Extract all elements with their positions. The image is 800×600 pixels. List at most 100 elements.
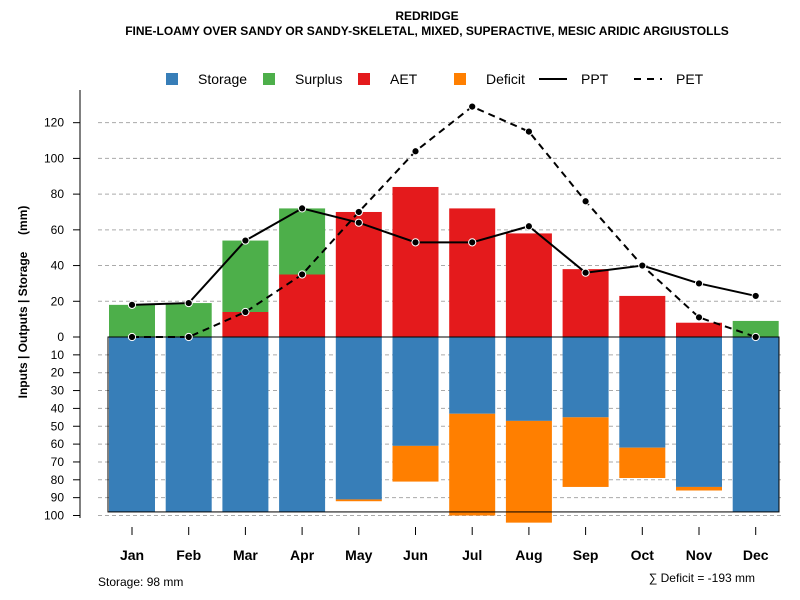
y-tick-label: 80	[51, 187, 65, 201]
ppt-point	[411, 238, 420, 247]
x-tick-label: Dec	[743, 547, 769, 563]
pet-point	[354, 207, 363, 217]
y-tick-label: 50	[51, 419, 65, 433]
x-tick-label: Jan	[120, 547, 144, 563]
y-axis-label: Inputs | Outputs | Storage (mm)	[16, 206, 30, 399]
legend-swatch-surplus	[263, 73, 275, 85]
aet-bar	[619, 295, 666, 337]
surplus-bar	[279, 208, 326, 275]
aet-bar	[392, 186, 439, 337]
aet-bar	[505, 233, 552, 337]
deficit-bar	[676, 486, 722, 491]
ppt-point	[581, 268, 590, 277]
storage-bar	[449, 337, 496, 414]
deficit-bar	[619, 447, 666, 479]
ppt-point	[298, 204, 307, 213]
legend-label-aet: AET	[390, 71, 418, 87]
y-tick-label: 100	[44, 509, 64, 523]
deficit-bar	[562, 417, 609, 487]
pet-point	[751, 332, 760, 342]
x-tick-label: Jul	[462, 547, 482, 563]
chart-title: REDRIDGE	[395, 9, 458, 23]
pet-point	[127, 332, 137, 342]
x-tick-label: Mar	[233, 547, 258, 563]
aet-bar	[676, 322, 722, 337]
y-tick-label: 20	[51, 294, 65, 308]
x-tick-label: Jun	[403, 547, 428, 563]
storage-bar	[165, 337, 212, 512]
line-series	[127, 102, 760, 342]
pet-point	[524, 127, 534, 136]
aet-bar	[279, 274, 326, 337]
y-tick-label: 20	[51, 366, 65, 380]
legend-label-ppt: PPT	[581, 71, 609, 87]
pet-point	[411, 147, 420, 156]
surplus-bar	[732, 320, 779, 337]
legend-swatch-aet	[358, 73, 370, 85]
y-tick-label: 10	[51, 348, 65, 362]
x-tick-label: Feb	[176, 547, 201, 563]
pet-point	[241, 307, 250, 317]
y-tick-label: 90	[51, 491, 65, 505]
legend-label-deficit: Deficit	[486, 71, 525, 87]
surplus-bar	[165, 303, 212, 337]
pet-point	[694, 313, 704, 322]
aet-bar	[222, 311, 269, 337]
storage-bar	[392, 337, 439, 446]
storage-capacity-box	[107, 336, 780, 513]
surplus-bar	[109, 304, 155, 337]
y-tick-label: 30	[51, 384, 65, 398]
y-tick-label: 100	[44, 151, 64, 165]
y-tick-label: 80	[51, 473, 65, 487]
legend-swatch-storage	[166, 73, 178, 85]
y-tick-label: 40	[51, 259, 65, 273]
legend-label-storage: Storage	[198, 71, 247, 87]
ppt-point	[184, 298, 193, 308]
storage-bar	[109, 337, 155, 512]
x-tick-label: Oct	[631, 547, 655, 563]
deficit-note: ∑ Deficit = -193 mm	[649, 571, 755, 585]
aet-bar	[335, 211, 382, 337]
x-axis-ticks: Jan Feb Mar Apr May Jun Jul Aug Sep Oct Nov Dec	[120, 527, 769, 563]
ppt-point	[127, 300, 137, 309]
storage-note: Storage: 98 mm	[98, 575, 183, 589]
deficit-bar	[392, 445, 439, 482]
pet-point	[468, 102, 477, 111]
ppt-point	[524, 222, 534, 231]
deficit-bar	[335, 499, 382, 502]
y-tick-label: 60	[51, 223, 65, 237]
pet-point	[298, 270, 307, 279]
storage-bar	[505, 337, 552, 421]
ppt-point	[468, 238, 477, 247]
legend-label-surplus: Surplus	[295, 71, 342, 87]
legend-label-pet: PET	[676, 71, 704, 87]
pet-point	[184, 332, 193, 342]
surplus-bar	[222, 240, 269, 312]
storage-bar	[676, 337, 722, 487]
y-tick-label: 40	[51, 401, 65, 415]
x-tick-label: Aug	[515, 547, 542, 563]
ppt-line	[131, 207, 756, 306]
ppt-point	[638, 261, 647, 270]
deficit-bar	[449, 413, 496, 516]
chart-subtitle: FINE-LOAMY OVER SANDY OR SANDY-SKELETAL,…	[125, 24, 729, 38]
bar-series	[107, 186, 780, 523]
deficit-bar	[505, 420, 552, 523]
aet-bar	[449, 208, 496, 337]
ppt-point	[694, 279, 704, 288]
y-axis-ticks: 0 20 40 60 80 100 120 10 20 30 40 50 60 70 80 90 100	[44, 116, 80, 523]
x-tick-label: Nov	[686, 547, 713, 563]
storage-bar	[335, 337, 382, 500]
storage-bar	[279, 337, 326, 512]
ppt-point	[241, 236, 250, 245]
x-tick-label: Apr	[290, 547, 315, 563]
storage-bar	[562, 337, 609, 418]
y-tick-label: 120	[44, 116, 64, 130]
pet-line	[132, 105, 757, 338]
y-tick-label: 60	[51, 437, 65, 451]
ppt-point	[751, 291, 760, 301]
storage-bar	[619, 337, 666, 448]
storage-bar	[732, 337, 779, 512]
y-tick-label: 70	[51, 455, 65, 469]
